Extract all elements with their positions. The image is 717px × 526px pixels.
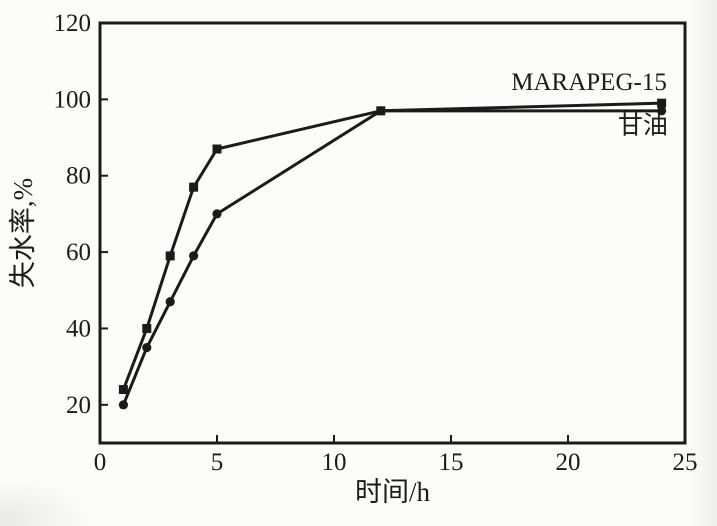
data-point-circle xyxy=(165,297,175,307)
series-label-MARAPEG-15: MARAPEG-15 xyxy=(511,69,667,96)
data-point-circle xyxy=(189,251,199,261)
data-point-circle xyxy=(142,342,152,353)
data-point-square xyxy=(189,182,199,192)
series-label-甘油: 甘油 xyxy=(618,112,668,140)
data-point-square xyxy=(376,106,386,116)
data-point-square xyxy=(657,98,667,108)
data-point-square xyxy=(142,323,152,333)
y-tick-label: 100 xyxy=(54,86,92,113)
data-point-circle xyxy=(657,106,667,116)
y-tick-label: 40 xyxy=(66,315,91,342)
y-axis-title: 失水率,% xyxy=(8,178,38,288)
y-tick-label: 20 xyxy=(66,392,91,419)
y-tick-label: 120 xyxy=(54,10,92,37)
data-point-square xyxy=(212,144,222,154)
x-tick-label: 10 xyxy=(322,449,347,476)
x-tick-label: 25 xyxy=(673,449,698,476)
data-point-square xyxy=(165,251,175,261)
x-tick-label: 5 xyxy=(211,449,224,476)
series-line-MARAPEG-15 xyxy=(121,101,662,391)
data-point-circle xyxy=(118,400,128,410)
y-tick-label: 60 xyxy=(66,239,91,266)
data-point-square xyxy=(118,385,128,395)
data-point-circle xyxy=(212,209,222,219)
x-tick-label: 20 xyxy=(556,449,581,476)
series-line-甘油 xyxy=(122,109,662,406)
plot-border xyxy=(98,21,687,445)
y-tick-label: 80 xyxy=(66,163,91,190)
x-tick-label: 0 xyxy=(94,449,107,476)
x-tick-label: 15 xyxy=(439,449,464,476)
x-axis-title: 时间/h xyxy=(355,477,431,507)
